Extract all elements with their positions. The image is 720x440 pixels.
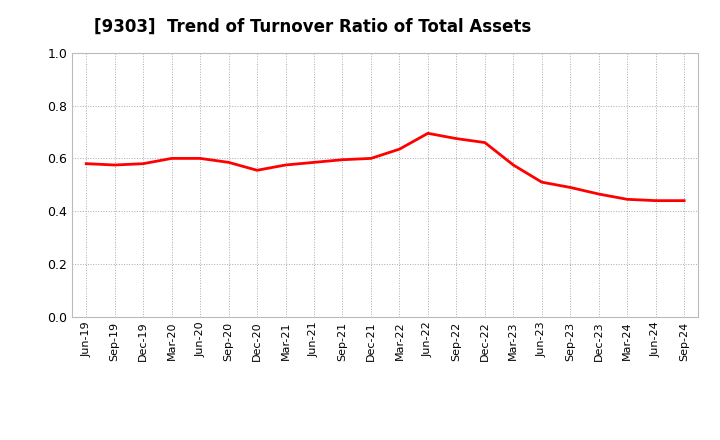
Text: [9303]  Trend of Turnover Ratio of Total Assets: [9303] Trend of Turnover Ratio of Total … (94, 18, 531, 36)
